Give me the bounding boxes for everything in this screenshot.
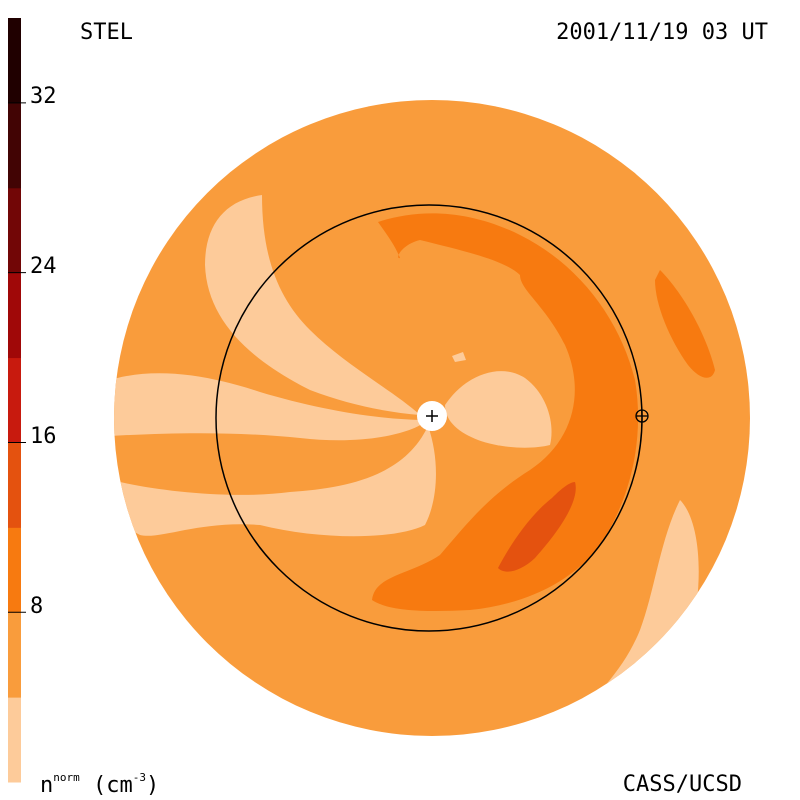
low-density-core-east [445, 371, 552, 448]
dense-arm-east [372, 213, 639, 611]
quantity-superscript: norm [53, 771, 80, 784]
observatory-label: STEL [80, 20, 133, 45]
low-density-fleck [452, 352, 466, 362]
low-density-arm-southwest [114, 426, 436, 537]
low-density-arm-northwest [205, 195, 420, 415]
colorbar-level-7 [8, 102, 21, 189]
densest-patch [498, 482, 576, 572]
colorbar-level-4 [8, 357, 21, 443]
colorbar-level-8 [8, 18, 21, 104]
colorbar-level-1 [8, 612, 21, 698]
timestamp-label: 2001/11/19 03 UT [556, 20, 768, 45]
earth-marker [635, 409, 649, 423]
low-density-arm-west [114, 373, 428, 441]
dense-patch-northeast [655, 270, 715, 378]
colorbar-unit-label: nnorm (cm-3) [40, 772, 159, 797]
unit-close: ) [146, 773, 160, 798]
quantity-symbol: n [40, 773, 54, 798]
colorbar-level-0 [8, 697, 21, 783]
colorbar [8, 18, 26, 783]
colorbar-level-2 [8, 527, 21, 613]
colorbar-tick-label-24: 24 [30, 254, 57, 279]
colorbar-tick-label-32: 32 [30, 84, 57, 109]
unit-superscript: -3 [132, 771, 146, 784]
colorbar-tick-label-16: 16 [30, 424, 57, 449]
sun-marker [417, 401, 447, 431]
colorbar-tick-label-8: 8 [30, 594, 44, 619]
credit-label: CASS/UCSD [622, 772, 742, 797]
unit-open: (cm [93, 773, 133, 798]
colorbar-level-5 [8, 272, 21, 359]
colorbar-level-6 [8, 187, 21, 274]
colorbar-level-3 [8, 442, 21, 528]
